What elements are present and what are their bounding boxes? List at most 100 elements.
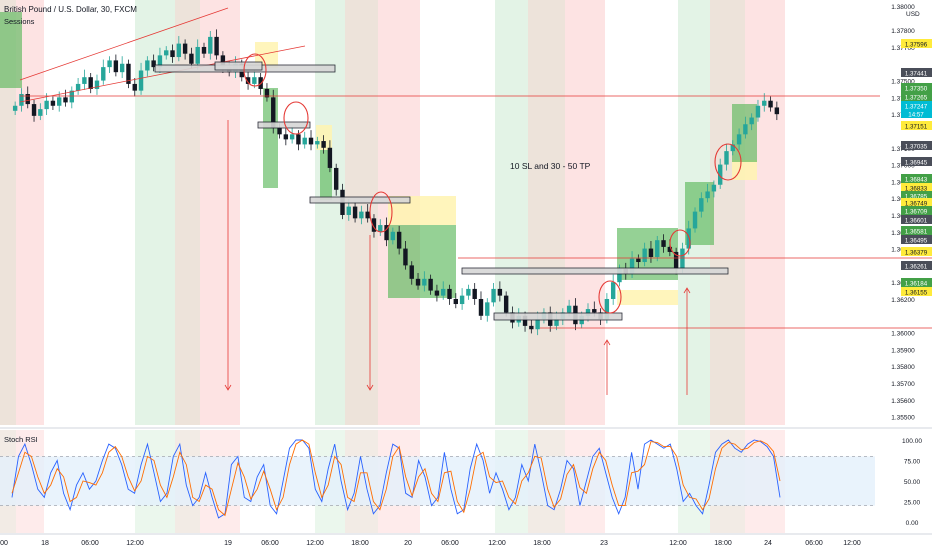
stop-zone	[732, 160, 757, 180]
candle-body	[88, 77, 93, 89]
candle-body	[441, 288, 446, 296]
price-label-bg	[901, 215, 932, 224]
arrow-head	[603, 339, 611, 346]
time-tick-label: 12:00	[126, 540, 144, 547]
price-tick-label: 1.37500	[891, 79, 915, 86]
price-label-bg	[901, 287, 932, 296]
price-label-bg	[901, 198, 932, 207]
price-tick-label: 1.37000	[891, 163, 915, 170]
candle-body	[315, 141, 320, 145]
price-label-bg	[901, 109, 932, 118]
candle-body	[189, 53, 194, 64]
candle-body	[629, 258, 635, 274]
time-tick-label: 12:00	[843, 540, 861, 547]
price-label-bg	[901, 261, 932, 270]
sessions-indicator-label[interactable]: Sessions	[4, 17, 35, 26]
trade-annotation: 10 SL and 30 - 50 TP	[510, 161, 591, 171]
candle-body	[289, 134, 295, 140]
candle-body	[711, 184, 717, 192]
order-block-box	[461, 267, 729, 275]
candle-body	[667, 246, 673, 252]
price-label-bg	[901, 83, 932, 92]
candle-body	[617, 268, 622, 283]
candle-body	[466, 288, 471, 296]
candle-body	[352, 206, 358, 219]
candle-body	[554, 319, 559, 326]
candle-body	[113, 60, 119, 73]
price-label: 1.36495	[905, 238, 928, 245]
candle-body	[610, 282, 616, 299]
candle-body	[378, 225, 383, 232]
candle-body	[19, 94, 24, 106]
candle-body	[157, 55, 163, 68]
candle-body	[220, 55, 226, 68]
price-label: 1.36785	[905, 194, 928, 201]
chart-title[interactable]: British Pound / U.S. Dollar, 30, FXCM	[4, 5, 137, 14]
price-label-bg	[901, 206, 932, 215]
price-tick-label: 1.37700	[891, 45, 915, 52]
price-tick-label: 1.35500	[891, 415, 915, 422]
candle-body	[283, 134, 289, 140]
candle-body	[327, 147, 333, 168]
candle-body	[321, 141, 326, 148]
candle-body	[636, 258, 641, 263]
price-label: 1.37035	[905, 144, 928, 151]
price-tick-label: 1.35600	[891, 398, 915, 405]
candle-body	[604, 298, 610, 320]
time-tick-label: 23	[600, 540, 608, 547]
highlight-circle	[369, 191, 393, 233]
highlight-circle	[243, 53, 267, 87]
price-label-bg	[901, 278, 932, 287]
candle-body	[170, 50, 175, 58]
price-tick-label: 1.35900	[891, 347, 915, 354]
drawings	[19, 7, 932, 395]
price-label: 14:57	[908, 112, 924, 119]
price-label: 1.36945	[905, 160, 928, 167]
price-tick-label: 1.37800	[891, 28, 915, 35]
session-band	[745, 0, 785, 425]
stoch-rsi-label[interactable]: Stoch RSI	[4, 435, 38, 444]
price-label-bg	[901, 68, 932, 77]
stop-zone	[617, 290, 678, 305]
price-tick-label: 1.36200	[891, 297, 915, 304]
price-label: 1.36261	[905, 264, 928, 271]
price-label-bg	[901, 183, 932, 192]
time-tick-label: 24	[764, 540, 772, 547]
session-band	[0, 0, 16, 425]
time-tick-label: 06:00	[261, 540, 279, 547]
price-label-bg	[901, 191, 932, 200]
highlight-circle	[714, 143, 742, 181]
candle-body	[271, 97, 276, 128]
price-label: 1.36709	[905, 209, 928, 216]
session-band	[528, 0, 565, 425]
candle-body	[138, 70, 144, 91]
candle-body	[642, 248, 647, 263]
stoch-d-line	[11, 439, 781, 517]
order-block-box	[309, 196, 411, 204]
candle-body	[308, 137, 314, 145]
candle-body	[245, 77, 251, 84]
candle-body	[422, 278, 427, 286]
candle-body	[101, 67, 106, 81]
time-tick-label: 06:00	[81, 540, 99, 547]
candle-body	[132, 83, 137, 91]
wedge-lower-line	[19, 45, 306, 103]
candle-body	[749, 117, 754, 125]
time-tick-label: 06:00	[805, 540, 823, 547]
candle-body	[252, 77, 257, 84]
candle-body	[195, 46, 200, 64]
candle-body	[365, 211, 370, 219]
price-label: 1.36749	[905, 201, 928, 208]
price-label-bg	[901, 226, 932, 235]
price-label: 1.37151	[905, 124, 928, 131]
candle-body	[277, 127, 282, 135]
candle-body	[164, 50, 169, 56]
candle-body	[396, 231, 402, 249]
price-label-bg	[901, 157, 932, 166]
stoch-k-line	[11, 439, 781, 519]
candle-body	[333, 167, 339, 190]
time-tick-label: 18:00	[351, 540, 369, 547]
candle-body	[44, 100, 49, 110]
